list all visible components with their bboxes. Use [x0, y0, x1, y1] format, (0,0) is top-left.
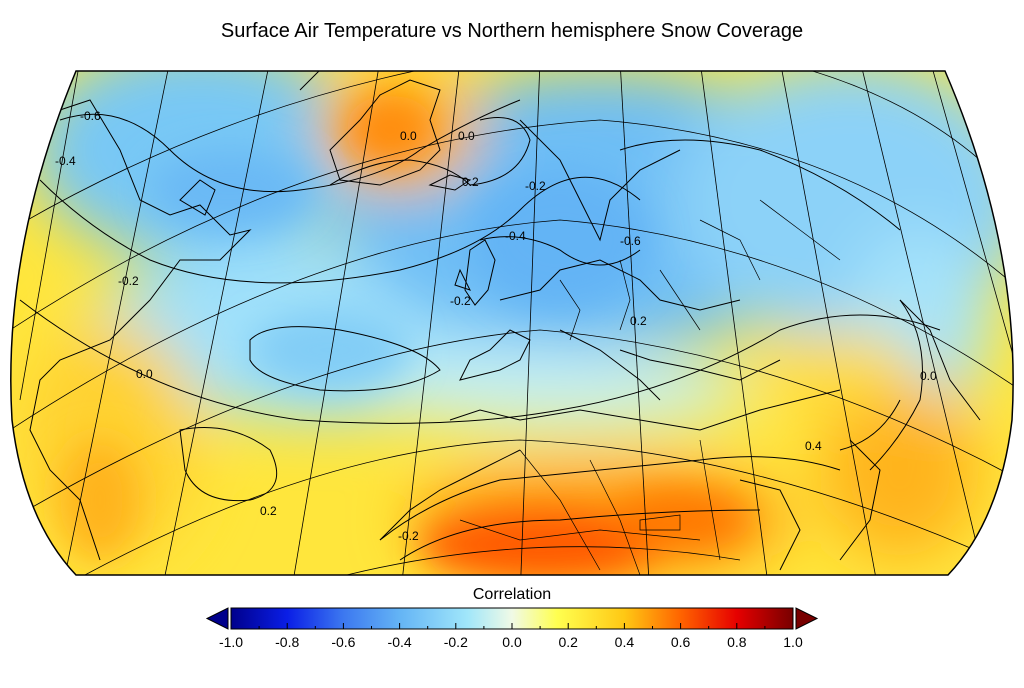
- colorbar-tick-label: -0.8: [275, 634, 300, 650]
- contour-label: -0.4: [55, 154, 76, 168]
- contour-label: -0.2: [398, 529, 419, 543]
- colorbar-extend-max: [795, 607, 819, 630]
- colorbar: [205, 607, 819, 630]
- colorbar-tick-label: -0.6: [331, 634, 356, 650]
- colorbar-extend-min: [205, 607, 229, 630]
- colorbar-tick-label: 0.0: [502, 634, 522, 650]
- coastlines: [29, 71, 981, 571]
- map-border: [10, 70, 1014, 576]
- colorbar-tick-label: 1.0: [783, 634, 803, 650]
- contour-label: 0.2: [260, 504, 277, 518]
- colorbar-ticks: [230, 623, 794, 629]
- contour-label: -0.6: [80, 109, 101, 123]
- contour-label: 0.4: [805, 439, 822, 453]
- colorbar-tick-label: 0.4: [614, 634, 635, 650]
- country-borders: [459, 199, 841, 575]
- contour-label: 0.0: [920, 369, 937, 383]
- contour-label: -0.2: [450, 294, 471, 308]
- contour-label: 0.0: [400, 129, 417, 143]
- contour-label: 0.2: [630, 314, 647, 328]
- colorbar-tick-label: 0.8: [727, 634, 747, 650]
- contour-label: 0.0: [136, 367, 153, 381]
- contour-label: -0.2: [118, 274, 139, 288]
- contour-label: -0.2: [525, 179, 546, 193]
- colorbar-tick-label: 0.6: [670, 634, 691, 650]
- contour-label: -0.6: [620, 234, 641, 248]
- contour-label: 0.2: [462, 175, 479, 189]
- contour-label: 0.0: [458, 129, 475, 143]
- colorbar-tick-label: 0.2: [558, 634, 578, 650]
- contour-label: -0.4: [505, 229, 526, 243]
- contour-lines: [19, 99, 941, 561]
- colorbar-tick-label: -1.0: [218, 634, 244, 650]
- colorbar-label: Correlation: [472, 586, 552, 603]
- colorbar-tick-label: -0.4: [387, 634, 412, 650]
- contour-labels: -0.6 -0.4 0.0 0.2 -0.2 -0.2 -0.4 0.0 -0.…: [55, 109, 937, 543]
- colorbar-tick-label: -0.2: [443, 634, 468, 650]
- map-title: Surface Air Temperature vs Northern hemi…: [220, 20, 804, 42]
